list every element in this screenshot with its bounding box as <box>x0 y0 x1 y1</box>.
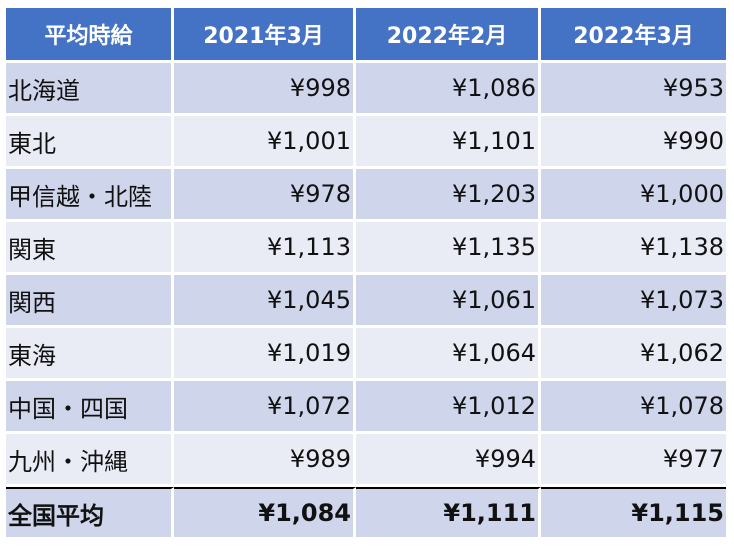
value-cell: ¥1,072 <box>174 381 356 434</box>
header-2022-02: 2022年2月 <box>356 8 541 63</box>
value-cell: ¥1,012 <box>356 381 541 434</box>
value-cell: ¥1,073 <box>541 275 726 328</box>
value-cell: ¥1,086 <box>356 63 541 116</box>
value-cell: ¥978 <box>174 169 356 222</box>
value-cell: ¥1,062 <box>541 328 726 381</box>
value-cell: ¥1,064 <box>356 328 541 381</box>
table-row: 九州・沖縄 ¥989 ¥994 ¥977 <box>6 434 726 487</box>
value-cell: ¥1,000 <box>541 169 726 222</box>
value-cell: ¥953 <box>541 63 726 116</box>
value-cell: ¥1,135 <box>356 222 541 275</box>
value-cell: ¥977 <box>541 434 726 487</box>
table-row: 甲信越・北陸 ¥978 ¥1,203 ¥1,000 <box>6 169 726 222</box>
region-cell: 北海道 <box>6 63 174 116</box>
table-row: 関西 ¥1,045 ¥1,061 ¥1,073 <box>6 275 726 328</box>
total-label-cell: 全国平均 <box>6 487 174 537</box>
total-value-cell: ¥1,111 <box>356 487 541 537</box>
region-cell: 東海 <box>6 328 174 381</box>
region-cell: 関西 <box>6 275 174 328</box>
total-value-cell: ¥1,084 <box>174 487 356 537</box>
value-cell: ¥1,138 <box>541 222 726 275</box>
value-cell: ¥990 <box>541 116 726 169</box>
value-cell: ¥998 <box>174 63 356 116</box>
value-cell: ¥1,019 <box>174 328 356 381</box>
region-cell: 甲信越・北陸 <box>6 169 174 222</box>
region-cell: 九州・沖縄 <box>6 434 174 487</box>
value-cell: ¥1,061 <box>356 275 541 328</box>
value-cell: ¥1,101 <box>356 116 541 169</box>
table-row: 東北 ¥1,001 ¥1,101 ¥990 <box>6 116 726 169</box>
region-cell: 関東 <box>6 222 174 275</box>
header-label: 平均時給 <box>6 8 174 63</box>
header-2021-03: 2021年3月 <box>174 8 356 63</box>
header-2022-03: 2022年3月 <box>541 8 726 63</box>
value-cell: ¥989 <box>174 434 356 487</box>
value-cell: ¥994 <box>356 434 541 487</box>
value-cell: ¥1,045 <box>174 275 356 328</box>
table-row: 北海道 ¥998 ¥1,086 ¥953 <box>6 63 726 116</box>
average-hourly-wage-table: 平均時給 2021年3月 2022年2月 2022年3月 北海道 ¥998 ¥1… <box>6 8 726 537</box>
table-header-row: 平均時給 2021年3月 2022年2月 2022年3月 <box>6 8 726 63</box>
value-cell: ¥1,001 <box>174 116 356 169</box>
table-row: 東海 ¥1,019 ¥1,064 ¥1,062 <box>6 328 726 381</box>
value-cell: ¥1,078 <box>541 381 726 434</box>
region-cell: 東北 <box>6 116 174 169</box>
national-average-row: 全国平均 ¥1,084 ¥1,111 ¥1,115 <box>6 487 726 537</box>
table-row: 中国・四国 ¥1,072 ¥1,012 ¥1,078 <box>6 381 726 434</box>
value-cell: ¥1,203 <box>356 169 541 222</box>
total-value-cell: ¥1,115 <box>541 487 726 537</box>
region-cell: 中国・四国 <box>6 381 174 434</box>
table-row: 関東 ¥1,113 ¥1,135 ¥1,138 <box>6 222 726 275</box>
value-cell: ¥1,113 <box>174 222 356 275</box>
